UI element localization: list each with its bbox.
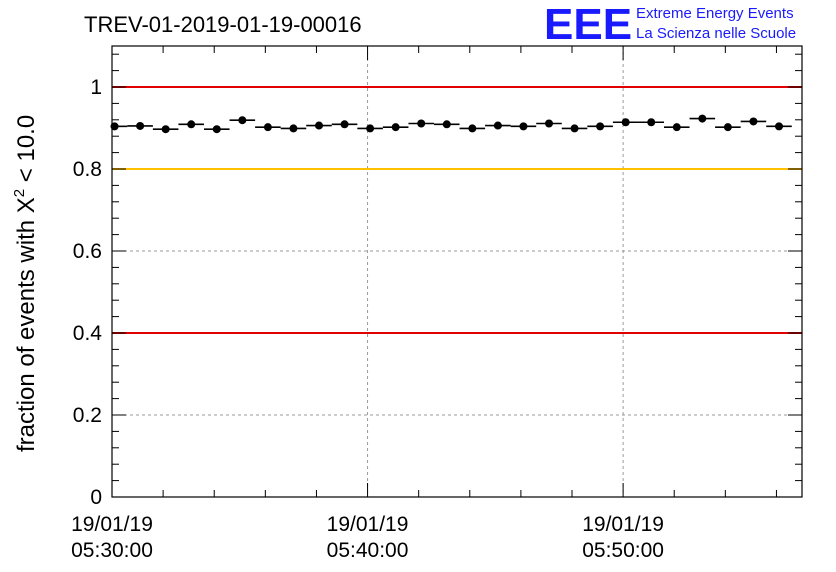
y-tick-label: 0	[90, 486, 102, 509]
data-series	[110, 114, 792, 134]
y-tick-label: 0.2	[73, 404, 102, 427]
data-point	[366, 124, 375, 133]
data-point	[212, 125, 221, 134]
data-point	[723, 123, 732, 132]
data-point	[698, 114, 707, 123]
data-point	[391, 123, 400, 132]
data-point	[775, 122, 783, 131]
x-tick-label-time: 05:30:00	[71, 539, 153, 562]
logo-mark: EEE	[544, 0, 632, 49]
data-point	[263, 123, 272, 132]
logo-line-1: Extreme Energy Events	[636, 5, 794, 22]
plot-frame	[111, 45, 803, 498]
data-point	[442, 120, 451, 129]
data-point	[749, 117, 758, 126]
x-tick-label-date: 19/01/19	[582, 513, 664, 536]
y-axis-label-prefix: fraction of events with	[13, 213, 40, 452]
data-point	[136, 121, 145, 130]
y-tick-label: 0.8	[73, 158, 102, 181]
data-point	[315, 121, 323, 130]
eee-logo: EEE Extreme Energy Events La Scienza nel…	[544, 0, 796, 49]
x-tick-label-time: 05:50:00	[582, 539, 664, 562]
data-point	[596, 122, 605, 131]
axes: 0 0.2 0.4 0.6 0.8 1 19/01/19 05:30:00 19/01/19 05…	[71, 45, 803, 562]
data-point	[340, 120, 349, 129]
y-axis-label-symbol: X	[13, 197, 40, 213]
data-point	[161, 125, 170, 134]
x-tick-label-date: 19/01/19	[71, 513, 153, 536]
y-tick-label: 0.4	[73, 322, 103, 345]
data-point	[672, 123, 681, 132]
y-axis-label: fraction of events with X2 < 10.0	[11, 115, 40, 452]
x-tick-label-time: 05:40:00	[327, 539, 409, 562]
y-axis-label-exponent: 2	[11, 189, 28, 197]
y-axis-label-suffix: < 10.0	[13, 115, 40, 189]
x-tick-label-date: 19/01/19	[327, 513, 409, 536]
data-point	[493, 121, 502, 130]
data-point	[187, 120, 196, 129]
chart-title: TREV-01-2019-01-19-00016	[84, 12, 362, 37]
data-point	[468, 124, 477, 133]
grid	[112, 46, 802, 497]
y-tick-label: 0.6	[73, 240, 102, 263]
data-point	[570, 124, 579, 133]
data-point	[647, 118, 656, 127]
data-point	[238, 116, 247, 125]
data-point	[519, 122, 528, 131]
reference-lines	[112, 86, 802, 334]
logo-line-2: La Scienza nelle Scuole	[636, 25, 796, 42]
y-tick-label: 1	[90, 76, 102, 99]
data-point	[621, 118, 630, 127]
data-point	[289, 124, 298, 133]
data-point	[417, 119, 426, 128]
data-point	[545, 119, 553, 128]
